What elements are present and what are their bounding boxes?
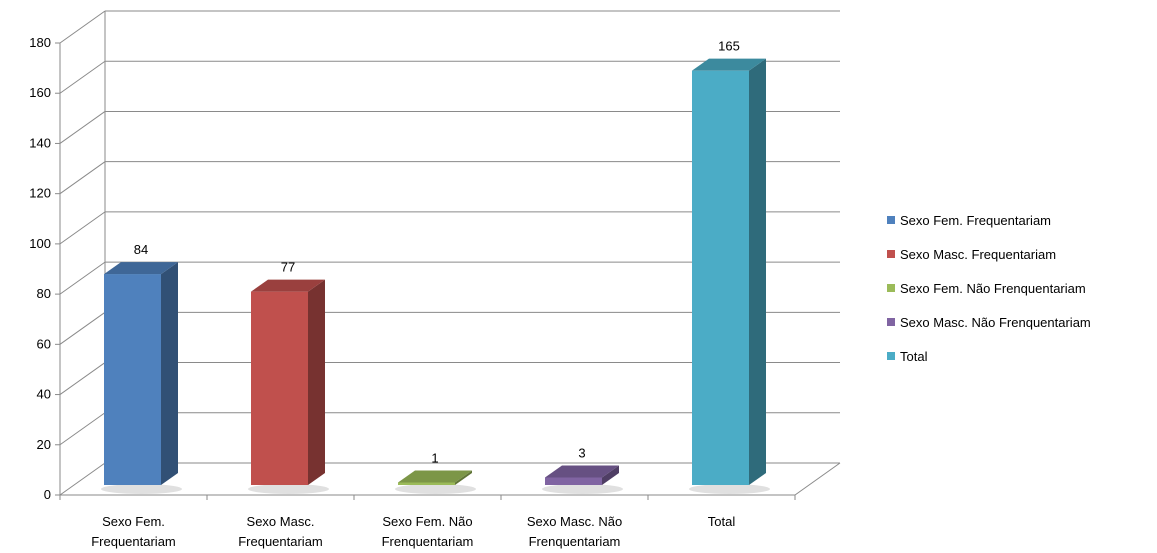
y-tick-label: 100 — [29, 236, 51, 251]
gridline-side — [59, 161, 106, 195]
y-tick-label: 40 — [37, 387, 51, 402]
legend-swatch — [887, 250, 895, 258]
x-tick-label: Sexo Fem. Frequentariam — [91, 514, 176, 549]
x-tick-label-line: Frenquentariam — [382, 534, 474, 549]
legend: Sexo Fem. Frequentariam Sexo Masc. Frequ… — [887, 203, 1091, 373]
legend-swatch — [887, 318, 895, 326]
data-label: 1 — [431, 450, 438, 465]
x-tick-label-line: Frequentariam — [91, 534, 176, 549]
x-tick-label: Total — [708, 514, 736, 529]
legend-item: Sexo Fem. Frequentariam — [887, 203, 1091, 237]
gridline-side — [59, 261, 106, 295]
bar — [395, 470, 476, 494]
legend-item: Sexo Masc. Frequentariam — [887, 237, 1091, 271]
legend-item: Sexo Masc. Não Frenquentariam — [887, 305, 1091, 339]
bar-front — [545, 477, 602, 485]
x-tick-label-line: Sexo Fem. — [102, 514, 165, 529]
legend-item: Sexo Fem. Não Frenquentariam — [887, 271, 1091, 305]
bar-top — [545, 465, 619, 478]
gridline-side — [59, 362, 106, 395]
bar — [101, 262, 182, 494]
gridline-side — [59, 111, 106, 144]
y-tick-label: 20 — [37, 437, 51, 452]
bar — [248, 279, 329, 494]
bar-side — [161, 262, 178, 485]
gridline-side — [59, 60, 106, 94]
y-tick-label: 0 — [44, 487, 51, 502]
data-label: 3 — [578, 445, 585, 460]
x-tick-label: Sexo Fem. Não Frenquentariam — [382, 514, 474, 549]
bar-shadow — [101, 484, 182, 494]
bar-side — [308, 279, 325, 485]
bar-front — [104, 274, 161, 485]
bar — [542, 465, 623, 494]
y-tick-label: 160 — [29, 85, 51, 100]
y-tick-label: 60 — [37, 336, 51, 351]
bar-shadow — [248, 484, 329, 494]
legend-swatch — [887, 284, 895, 292]
data-labels: 84 77 1 3 165 — [134, 39, 740, 466]
legend-label: Total — [900, 348, 928, 364]
bar-shadow — [689, 484, 770, 494]
x-tick-label-line: Sexo Masc. — [247, 514, 315, 529]
x-tick-label: Sexo Masc. Frequentariam — [238, 514, 323, 549]
bar-top — [104, 262, 178, 275]
axes — [55, 11, 841, 500]
bar-side — [602, 465, 619, 485]
legend-label: Sexo Masc. Frequentariam — [900, 246, 1057, 262]
y-tick-label: 80 — [37, 286, 51, 301]
bar-top — [692, 58, 766, 71]
bar-top — [251, 279, 325, 292]
bars — [101, 58, 770, 494]
data-label: 84 — [134, 242, 148, 257]
y-tick-label: 180 — [29, 35, 51, 50]
legend-label: Sexo Masc. Não Frenquentariam — [900, 314, 1091, 330]
legend-label: Sexo Fem. Não Frenquentariam — [900, 280, 1086, 296]
legend-swatch — [887, 352, 895, 360]
y-tick-label: 140 — [29, 135, 51, 150]
bar-side — [455, 470, 472, 485]
x-tick-label-line: Sexo Masc. Não — [527, 514, 622, 529]
data-label: 77 — [281, 260, 295, 275]
bar — [689, 58, 770, 494]
x-tick-label-line: Frenquentariam — [529, 534, 621, 549]
x-axis-labels: Sexo Fem. Frequentariam Sexo Masc. Frequent… — [91, 514, 735, 549]
legend-label: Sexo Fem. Frequentariam — [900, 212, 1052, 228]
bar-side — [749, 58, 766, 486]
gridline-side — [59, 462, 106, 496]
x-tick-label-line: Sexo Fem. Não — [382, 514, 472, 529]
gridline-side — [59, 412, 106, 446]
x-tick-label-line: Total — [708, 514, 736, 529]
legend-item: Total — [887, 339, 1091, 373]
gridline-side — [59, 311, 106, 345]
bar-shadow — [542, 484, 623, 494]
bar-front — [251, 291, 308, 485]
data-label: 165 — [718, 39, 740, 54]
bar-top — [398, 470, 472, 483]
gridline-side — [59, 211, 106, 245]
y-axis-ticks: 0 20 40 60 80 100 120 140 160 180 — [29, 35, 51, 502]
floor-edge — [794, 462, 841, 496]
legend-swatch — [887, 216, 895, 224]
bar-shadow — [395, 484, 476, 494]
gridline-side — [59, 10, 106, 44]
bar-front — [398, 482, 455, 485]
x-tick-label-line: Frequentariam — [238, 534, 323, 549]
x-tick-label: Sexo Masc. Não Frenquentariam — [527, 514, 622, 549]
y-tick-label: 120 — [29, 186, 51, 201]
bar-front — [692, 70, 749, 486]
